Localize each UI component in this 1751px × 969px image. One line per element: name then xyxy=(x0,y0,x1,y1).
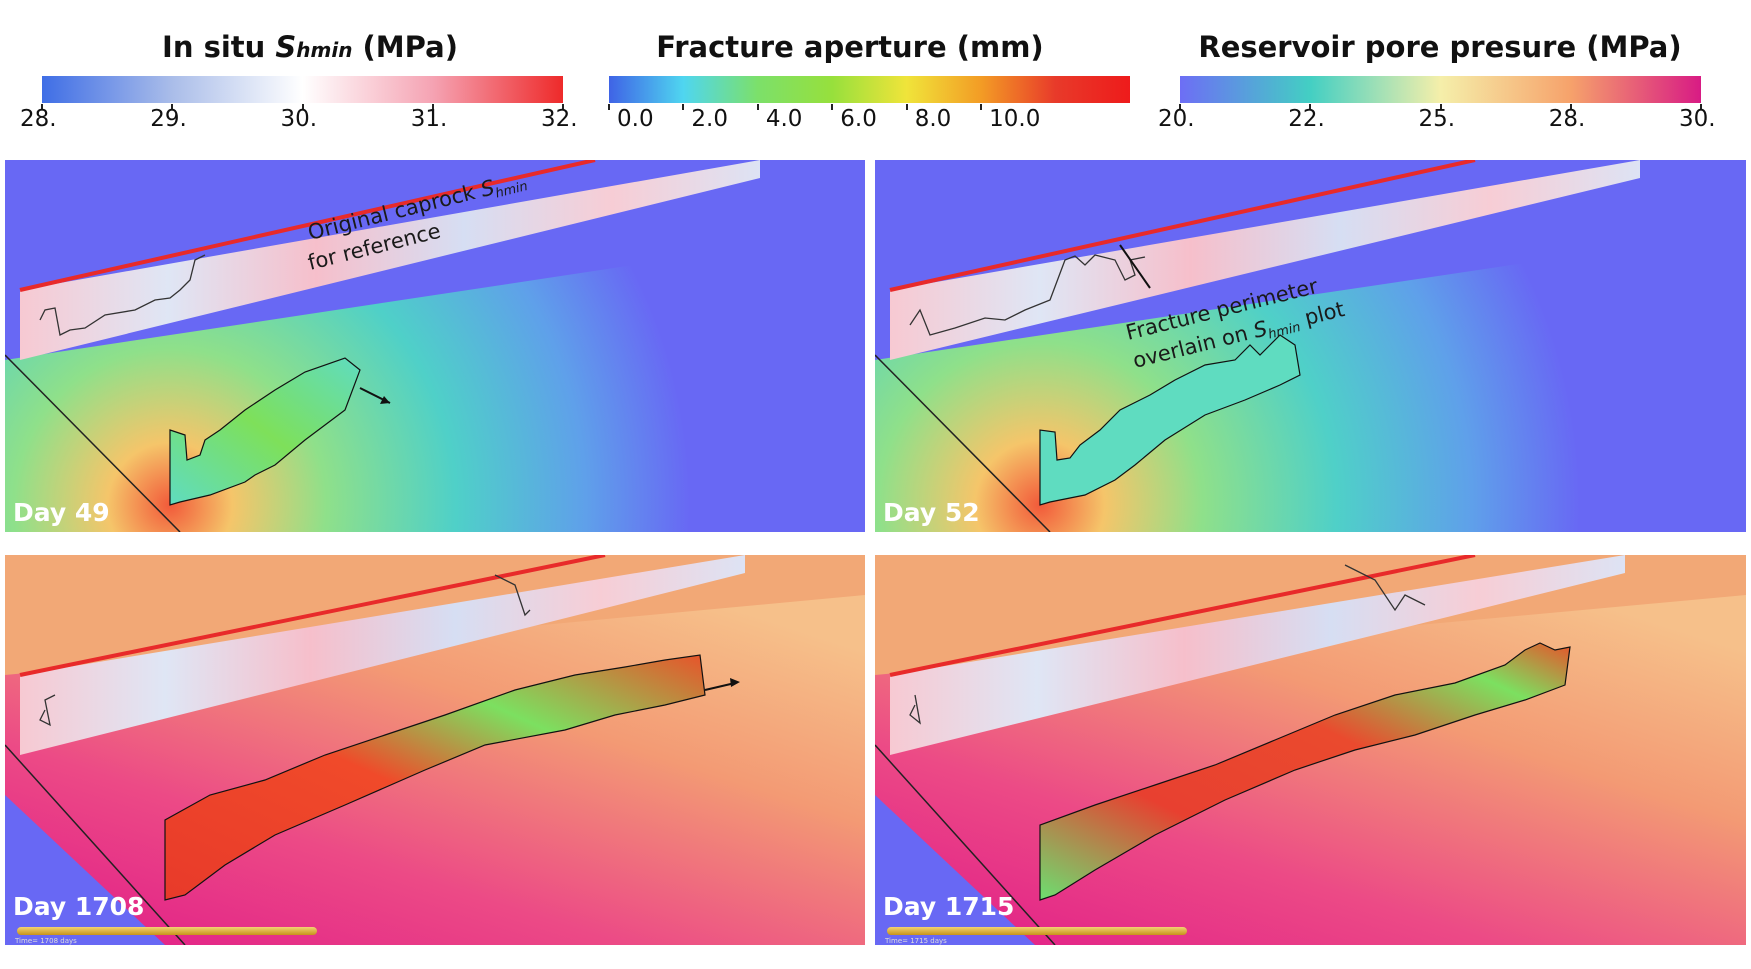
colorbar-tick xyxy=(562,104,564,110)
caprock-shmin-wall xyxy=(890,555,1625,755)
colorbar-tick xyxy=(41,104,43,110)
propagation-arrow-head xyxy=(730,678,740,687)
fracture-plane xyxy=(1039,334,1301,506)
colorbar-tick xyxy=(980,104,983,110)
day-label: Day 49 xyxy=(13,498,110,527)
shmin-title-text: In situ xyxy=(162,30,276,64)
shmin-colorbar xyxy=(42,76,563,103)
colorbar-tick xyxy=(756,104,759,110)
panel-day-1715: Day 1715 Time= 1715 days xyxy=(875,555,1746,945)
colorbar-tick-label: 20. xyxy=(1158,106,1195,132)
colorbar-tick-label: 0.0 xyxy=(617,106,654,132)
colorbar-tick-label: 4.0 xyxy=(765,106,803,132)
shmin-title-sub: hmin xyxy=(296,38,353,62)
shmin-title-var: S xyxy=(275,30,297,64)
fracture-plane xyxy=(1039,642,1571,901)
pore-pressure-colorbar xyxy=(1180,76,1701,103)
fracture-plane xyxy=(164,654,706,901)
day-label: Day 1715 xyxy=(883,892,1015,921)
panel-day-52: Fracture perimeter overlain on Shmin plo… xyxy=(875,160,1746,532)
shmin-title-unit: (MPa) xyxy=(352,30,458,64)
fault-line xyxy=(875,354,1051,532)
colorbar-tick xyxy=(1309,104,1312,110)
outer-reservoir xyxy=(5,795,165,945)
caprock-perimeter xyxy=(909,694,921,725)
fracture-plane xyxy=(169,357,361,506)
caprock-top-edge xyxy=(19,555,606,677)
colorbar-tick xyxy=(682,104,685,110)
fault-line xyxy=(5,354,181,532)
aperture-colorbar xyxy=(609,76,1130,103)
caprock-shmin-wall xyxy=(20,555,745,755)
panel-day-52-scene: Fracture perimeter overlain on Shmin plo… xyxy=(875,160,1746,532)
caprock-top-edge xyxy=(19,160,596,292)
time-readout: Time= 1715 days xyxy=(885,937,947,945)
colorbar-tick-label: 32. xyxy=(541,106,578,132)
colorbar-tick xyxy=(1439,104,1442,110)
caprock-label-var: S xyxy=(478,175,497,202)
colorbar-tick xyxy=(171,104,174,110)
colorbar-tick xyxy=(831,104,834,110)
time-progress-bar xyxy=(17,927,317,935)
colorbar-tick-label: 10.0 xyxy=(989,106,1041,132)
colorbar-tick-label: 25. xyxy=(1418,106,1456,132)
aperture-colorbar-title: Fracture aperture (mm) xyxy=(656,30,1044,64)
panel-day-1708: Day 1708 Time= 1708 days xyxy=(5,555,865,945)
fault-line xyxy=(5,744,186,945)
day-label: Day 1708 xyxy=(13,892,145,921)
caprock-shmin-wall xyxy=(20,160,760,360)
colorbar-tick-label: 6.0 xyxy=(840,106,877,132)
outer-reservoir xyxy=(875,795,1035,945)
panel-day-1708-scene xyxy=(5,555,865,945)
panel-day-49-scene: Original caprock Shmin for reference xyxy=(5,160,865,532)
fault-line xyxy=(875,744,1056,945)
colorbar-tick xyxy=(608,104,610,110)
colorbar-tick xyxy=(301,104,304,110)
colorbar-tick xyxy=(1179,104,1181,110)
colorbar-tick-label: 2.0 xyxy=(691,106,728,132)
propagation-arrow-head xyxy=(380,396,390,404)
caprock-perimeter-right xyxy=(494,574,531,617)
pore-pressure-colorbar-title: Reservoir pore presure (MPa) xyxy=(1198,30,1682,64)
caprock-perimeter xyxy=(909,254,1146,336)
perimeter-label-var: S xyxy=(1251,316,1270,343)
caprock-top-edge xyxy=(889,555,1476,677)
perimeter-pointer xyxy=(1119,244,1151,289)
caprock-perimeter xyxy=(39,254,206,336)
colorbar-tick-label: 29. xyxy=(150,106,187,132)
caprock-shmin-wall xyxy=(890,160,1640,360)
propagation-arrow xyxy=(704,682,736,691)
colorbar-tick xyxy=(1700,104,1702,110)
time-readout: Time= 1708 days xyxy=(15,937,77,945)
colorbar-tick-label: 31. xyxy=(410,106,448,132)
colorbar-tick xyxy=(905,104,908,110)
caprock-perimeter-right xyxy=(1344,564,1426,612)
colorbar-tick xyxy=(1569,104,1572,110)
shmin-colorbar-title: In situ Shmin (MPa) xyxy=(150,30,470,64)
colorbar-tick-label: 22. xyxy=(1288,106,1325,132)
colorbar-tick-label: 8.0 xyxy=(914,106,952,132)
panel-day-1715-scene xyxy=(875,555,1746,945)
colorbar-tick xyxy=(431,104,434,110)
colorbar-tick-label: 28. xyxy=(20,106,57,132)
day-label: Day 52 xyxy=(883,498,980,527)
time-progress-bar xyxy=(887,927,1187,935)
panel-day-49: Original caprock Shmin for reference Day… xyxy=(5,160,865,532)
caprock-perimeter xyxy=(39,694,56,727)
colorbar-tick-label: 30. xyxy=(280,106,318,132)
caprock-top-edge xyxy=(889,160,1476,292)
colorbar-tick-label: 30. xyxy=(1679,106,1716,132)
colorbar-tick-label: 28. xyxy=(1548,106,1586,132)
